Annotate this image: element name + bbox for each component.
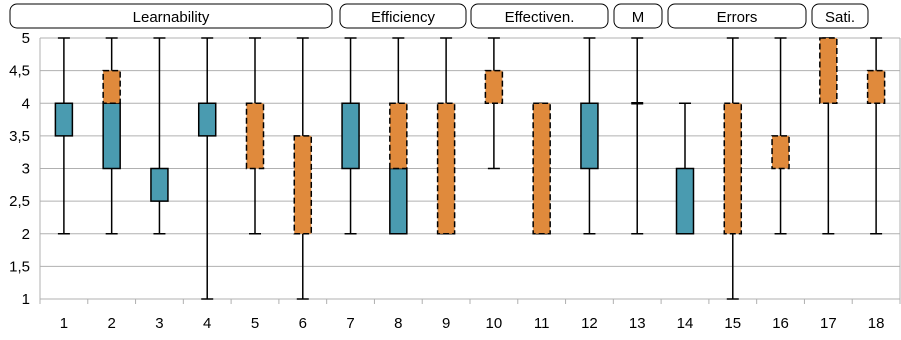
grid-lines xyxy=(39,37,901,304)
x-axis-tick-label: 8 xyxy=(394,315,402,332)
y-axis-tick-label: 2,5 xyxy=(9,193,30,210)
box-plot-item xyxy=(245,37,265,235)
group-header-label: Sati. xyxy=(825,9,855,26)
box-upper-segment xyxy=(723,102,743,235)
x-axis-tick-label: 16 xyxy=(772,315,789,332)
group-header-box xyxy=(613,3,663,29)
box-plot-item xyxy=(54,37,74,235)
box-lower-segment xyxy=(102,102,121,170)
y-axis-tick-label: 1 xyxy=(22,291,30,308)
x-axis-tick-label: 5 xyxy=(251,315,259,332)
box-upper-segment xyxy=(819,37,838,104)
x-axis-tick-label: 4 xyxy=(203,315,211,332)
box-upper-segment xyxy=(436,102,456,235)
box-upper-segment xyxy=(293,135,313,235)
box-plot-item xyxy=(819,37,838,235)
box-lower-segment xyxy=(197,102,217,137)
box-plot-item xyxy=(723,37,743,300)
box-lower-segment xyxy=(54,102,74,137)
box-plot-item xyxy=(293,37,313,300)
group-header-box xyxy=(811,3,869,29)
y-axis-tick-labels: 1 1,5 2 2,5 3 3,5 4 4,5 5 xyxy=(9,30,30,308)
y-axis-tick-label: 5 xyxy=(22,30,30,47)
group-header-box xyxy=(9,3,333,29)
group-header-box xyxy=(667,3,807,29)
box-lower-segment xyxy=(675,167,695,235)
box-upper-segment xyxy=(102,69,121,104)
box-plot-series xyxy=(54,37,886,300)
box-plot-item xyxy=(341,37,360,235)
group-header-label: Learnability xyxy=(133,9,210,26)
group-header-box xyxy=(470,3,609,29)
box-upper-segment xyxy=(245,102,265,170)
group-header-label: Effectiven. xyxy=(505,9,575,26)
box-upper-segment xyxy=(484,69,504,104)
box-plot-item xyxy=(866,37,886,235)
box-plot-item xyxy=(631,37,644,235)
x-axis-tick-label: 12 xyxy=(581,315,598,332)
x-axis-tick-label: 10 xyxy=(486,315,503,332)
x-axis-tick-label: 2 xyxy=(107,315,115,332)
box-plot-item xyxy=(102,37,121,235)
y-axis-tick-label: 3,5 xyxy=(9,128,30,145)
box-plot-item xyxy=(389,37,408,235)
group-header-label: M xyxy=(632,9,645,26)
box-upper-segment xyxy=(389,102,408,170)
x-axis-tick-label: 1 xyxy=(60,315,68,332)
box-lower-segment xyxy=(580,102,599,170)
box-upper-segment xyxy=(771,135,790,170)
box-plot-item xyxy=(532,102,551,235)
group-header-label: Efficiency xyxy=(371,9,435,26)
x-axis-tick-label: 7 xyxy=(346,315,354,332)
y-axis-tick-label: 1,5 xyxy=(9,258,30,275)
x-axis-tick-label: 14 xyxy=(677,315,694,332)
box-plot-item xyxy=(436,37,456,235)
x-axis-tick-label: 3 xyxy=(155,315,163,332)
x-axis-tick-label: 13 xyxy=(629,315,646,332)
box-lower-segment xyxy=(150,167,169,202)
x-axis-tick-label: 17 xyxy=(820,315,837,332)
x-axis-tick-label: 18 xyxy=(868,315,885,332)
box-plot-item xyxy=(484,37,504,170)
y-axis-tick-label: 2 xyxy=(22,226,30,243)
group-header-labels: Learnability Efficiency Effectiven. M Errors… xyxy=(9,3,869,29)
y-axis-tick-label: 4 xyxy=(22,95,30,112)
x-axis-tick-label: 6 xyxy=(299,315,307,332)
x-axis-tick-label: 11 xyxy=(534,315,550,332)
x-axis-tick-label: 15 xyxy=(724,315,741,332)
x-axis-tick-labels: 1 2 3 4 5 6 7 8 9 10 11 12 13 14 15 16 17 18 xyxy=(60,315,885,332)
y-axis-tick-label: 4,5 xyxy=(9,63,30,80)
box-upper-segment xyxy=(532,102,551,235)
box-plot-item xyxy=(150,37,169,235)
y-axis-tick-label: 3 xyxy=(22,161,30,178)
x-axis-tick-label: 9 xyxy=(442,315,450,332)
box-upper-segment xyxy=(866,69,886,104)
box-plot-item xyxy=(675,102,695,235)
box-lower-segment xyxy=(389,167,408,235)
box-plot-item xyxy=(580,37,599,235)
box-plot-item xyxy=(771,37,790,235)
box-lower-segment xyxy=(341,102,360,170)
box-plot-item xyxy=(197,37,217,300)
group-header-box xyxy=(339,3,467,29)
group-header-label: Errors xyxy=(717,9,758,26)
